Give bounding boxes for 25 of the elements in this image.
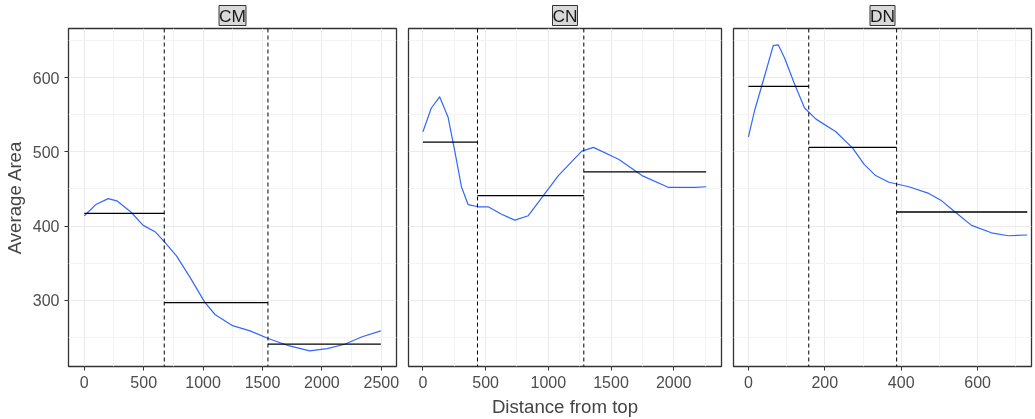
x-tick-label: 1500 bbox=[593, 373, 629, 391]
x-tick-label: 1000 bbox=[530, 373, 567, 391]
x-tick-label: 0 bbox=[418, 373, 428, 391]
x-tick-label: 1000 bbox=[185, 373, 221, 391]
x-axis-title: Distance from top bbox=[491, 395, 639, 417]
x-tick-label: 2500 bbox=[363, 373, 400, 391]
x-tick-label: 0 bbox=[743, 373, 753, 391]
chart-title: CM bbox=[219, 5, 246, 26]
y-tick-label: 400 bbox=[32, 218, 60, 236]
x-tick-label: 2000 bbox=[655, 373, 692, 391]
y-tick-label: 500 bbox=[32, 143, 60, 161]
chart-title: CN bbox=[552, 5, 578, 26]
x-tick-label: 400 bbox=[887, 373, 915, 391]
y-tick-label: 300 bbox=[32, 292, 60, 310]
x-tick-label: 2000 bbox=[304, 373, 340, 391]
y-axis-title: Average Area bbox=[3, 141, 25, 255]
x-tick-label: 500 bbox=[130, 373, 158, 391]
x-tick-label: 500 bbox=[472, 373, 500, 391]
chart-title: DN bbox=[869, 5, 896, 26]
x-tick-label: 200 bbox=[811, 373, 839, 391]
y-tick-label: 600 bbox=[32, 69, 60, 87]
line-series bbox=[83, 198, 382, 352]
x-tick-label: 600 bbox=[964, 373, 992, 391]
x-tick-label: 0 bbox=[79, 373, 89, 391]
x-tick-label: 1500 bbox=[244, 373, 281, 391]
